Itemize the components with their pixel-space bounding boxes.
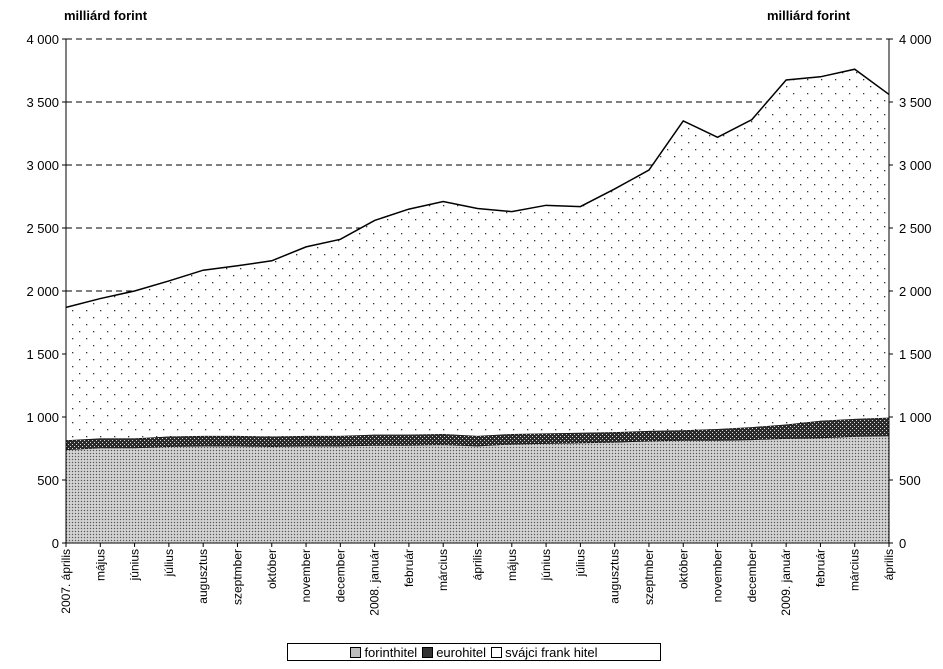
x-tick-label: 2008. január xyxy=(368,549,382,616)
x-tick-label: június xyxy=(128,549,142,581)
legend-label: eurohitel xyxy=(436,644,487,660)
x-tick-label: április xyxy=(471,549,485,580)
x-tick-label: december xyxy=(333,549,347,602)
y-tick-label-left: 4 000 xyxy=(26,32,59,47)
legend-label: svájci frank hitel xyxy=(505,644,598,660)
area-eurohitel xyxy=(66,417,889,450)
legend-item-eurohitel: eurohitel xyxy=(422,645,486,660)
y-tick-label-left: 2 000 xyxy=(26,284,59,299)
y-tick-label-right: 1 000 xyxy=(899,410,932,425)
y-tick-label-left: 3 500 xyxy=(26,95,59,110)
y-tick-label-left: 3 000 xyxy=(26,158,59,173)
x-tick-label: július xyxy=(162,549,176,577)
y-tick-label-right: 1 500 xyxy=(899,347,932,362)
x-tick-label: október xyxy=(676,549,690,589)
y-tick-label-left: 500 xyxy=(37,473,59,488)
legend-item-svájci-frank-hitel: svájci frank hitel xyxy=(491,644,598,660)
y-tick-label-left: 1 000 xyxy=(26,410,59,425)
x-tick-label: szeptmber xyxy=(230,549,244,605)
y-tick-label-right: 500 xyxy=(899,473,921,488)
series-top-line xyxy=(65,68,890,309)
legend-item-forinthitel: forinthitel xyxy=(350,645,417,660)
x-tick-label: november xyxy=(711,549,725,602)
area-svájci-frank-hitel xyxy=(66,69,889,441)
x-tick-label: február xyxy=(813,549,827,587)
x-tick-label: 2009. január xyxy=(779,549,793,616)
chart-legend: forinthitel eurohitel svájci frank hitel xyxy=(287,643,661,661)
legend-swatch xyxy=(350,646,362,658)
x-tick-label: november xyxy=(299,549,313,602)
legend-swatch xyxy=(422,646,434,658)
x-tick-label: szeptmber xyxy=(642,549,656,605)
x-tick-label: október xyxy=(265,549,279,589)
y-tick-label-right: 4 000 xyxy=(899,32,932,47)
y-tick-label-right: 3 500 xyxy=(899,95,932,110)
area-forinthitel xyxy=(66,435,889,543)
x-tick-label: július xyxy=(573,549,587,577)
x-tick-label: 2007. április xyxy=(59,549,73,614)
y-tick-label-left: 1 500 xyxy=(26,347,59,362)
right-axis-unit-label: milliárd forint xyxy=(767,8,851,23)
x-tick-label: március xyxy=(848,549,862,591)
y-tick-label-right: 2 500 xyxy=(899,221,932,236)
y-tick-label-right: 0 xyxy=(899,536,906,551)
x-tick-label: augusztus xyxy=(196,549,210,604)
y-tick-label-left: 2 500 xyxy=(26,221,59,236)
x-tick-label: március xyxy=(436,549,450,591)
x-tick-label: február xyxy=(402,549,416,587)
y-tick-label-left: 0 xyxy=(52,536,59,551)
x-tick-label: május xyxy=(93,549,107,581)
x-tick-label: május xyxy=(505,549,519,581)
legend-swatch xyxy=(491,646,503,658)
legend-label: forinthitel xyxy=(364,644,418,660)
x-tick-label: december xyxy=(745,549,759,602)
x-tick-label: augusztus xyxy=(608,549,622,604)
left-axis-unit-label: milliárd forint xyxy=(64,8,148,23)
x-tick-label: április xyxy=(882,549,896,580)
x-tick-label: június xyxy=(539,549,553,581)
y-tick-label-right: 3 000 xyxy=(899,158,932,173)
y-tick-label-right: 2 000 xyxy=(899,284,932,299)
